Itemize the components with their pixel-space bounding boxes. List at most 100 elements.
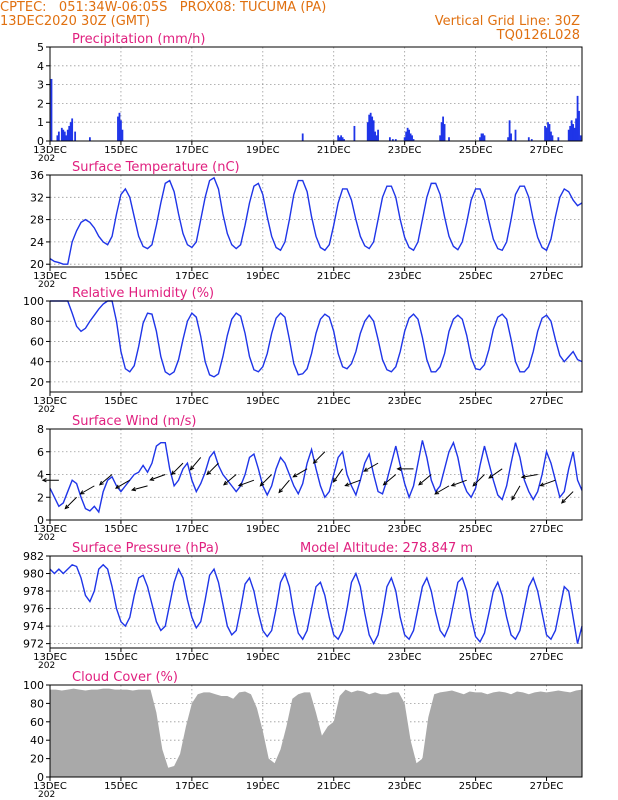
humidity-ytick-label-2: 60 bbox=[30, 335, 44, 348]
wind-arrow-12 bbox=[259, 474, 273, 487]
wind-arrow-16 bbox=[333, 468, 344, 483]
pressure-ytick-label-4: 980 bbox=[23, 568, 44, 581]
pressure-xsub-label: 202 bbox=[38, 661, 55, 671]
pressure-ytick-label-2: 976 bbox=[23, 603, 44, 616]
humidity-frame bbox=[49, 300, 583, 393]
precip-xtick-label-2: 17DEC bbox=[175, 145, 209, 156]
precip-bar-8 bbox=[68, 125, 71, 141]
wind-arrow-2 bbox=[80, 485, 95, 495]
precip-xtick-label-7: 27DEC bbox=[530, 145, 564, 156]
humidity-xtick-label-2: 17DEC bbox=[175, 396, 209, 407]
precip-bar-29 bbox=[374, 131, 377, 141]
temperature-xtick-label-7: 27DEC bbox=[530, 271, 564, 282]
precip-bar-69 bbox=[575, 118, 577, 141]
precip-bar-15 bbox=[120, 120, 122, 141]
precip-bar-9 bbox=[69, 122, 72, 141]
wind-xtick-label-2: 17DEC bbox=[175, 524, 209, 535]
wind-arrow-28 bbox=[540, 479, 556, 487]
precip-bar-61 bbox=[550, 131, 552, 141]
wind-ytick-label-0: 0 bbox=[37, 514, 44, 527]
wind-arrowhead-11 bbox=[237, 482, 243, 487]
temperature-ytick-label-1: 24 bbox=[30, 236, 44, 249]
pressure-xtick-label-6: 25DEC bbox=[459, 652, 493, 663]
cloud-xtick-label-6: 25DEC bbox=[459, 781, 493, 792]
wind-arrowhead-4 bbox=[114, 484, 120, 489]
humidity-xtick-label-0: 13DEC bbox=[33, 396, 67, 407]
cloud-xtick-label-4: 21DEC bbox=[317, 781, 351, 792]
temperature-ytick-label-3: 32 bbox=[30, 191, 44, 204]
wind-arrow-14 bbox=[293, 468, 308, 478]
precip-bar-14 bbox=[118, 112, 121, 141]
pressure-xtick-label-2: 17DEC bbox=[175, 652, 209, 663]
cloud-ytick-label-2: 40 bbox=[30, 734, 44, 747]
wind-ytick-label-1: 2 bbox=[37, 491, 44, 504]
precip-ytick-label-5: 5 bbox=[37, 41, 44, 54]
temperature-frame bbox=[49, 174, 583, 268]
wind-arrow-29 bbox=[561, 491, 574, 504]
precip-bar-23 bbox=[353, 125, 356, 141]
humidity-xtick-label-6: 25DEC bbox=[459, 396, 493, 407]
wind-arrowhead-29 bbox=[561, 498, 566, 504]
wind-arrowhead-21 bbox=[418, 480, 424, 486]
wind-arrow-3 bbox=[99, 474, 113, 486]
precip-bar-2 bbox=[57, 131, 60, 141]
precip-bar-55 bbox=[527, 137, 530, 141]
wind-arrow-25 bbox=[488, 468, 503, 479]
humidity-ytick-label-1: 40 bbox=[30, 356, 44, 369]
humidity-ytick-label-3: 80 bbox=[30, 315, 44, 328]
precip-bar-37 bbox=[406, 127, 409, 141]
wind-xtick-label-3: 19DEC bbox=[246, 524, 280, 535]
precip-ytick-label-3: 3 bbox=[37, 79, 44, 92]
precip-bar-44 bbox=[442, 116, 444, 141]
wind-arrow-9 bbox=[206, 462, 219, 475]
temperature-ytick-label-4: 36 bbox=[30, 169, 44, 182]
temperature-line bbox=[49, 176, 583, 265]
cloud-xtick-label-0: 13DEC bbox=[33, 781, 67, 792]
wind-arrowhead-13 bbox=[278, 488, 283, 494]
wind-xtick-label-4: 21DEC bbox=[317, 524, 351, 535]
wind-arrow-18 bbox=[363, 462, 379, 472]
temperature-ytick-label-2: 28 bbox=[30, 214, 44, 227]
wind-arrowhead-18 bbox=[363, 467, 369, 472]
wind-arrow-19 bbox=[383, 474, 397, 486]
precip-bar-42 bbox=[439, 135, 442, 141]
cloud-ytick-label-0: 0 bbox=[37, 771, 44, 784]
precip-bar-40 bbox=[411, 135, 413, 141]
pressure-ytick-label-5: 982 bbox=[23, 550, 44, 563]
precip-bar-27 bbox=[371, 116, 374, 141]
pressure-ytick-label-1: 974 bbox=[23, 620, 44, 633]
wind-xsub-label: 202 bbox=[38, 533, 55, 543]
wind-arrowhead-19 bbox=[382, 480, 388, 486]
header-grid-note: Vertical Grid Line: 30Z bbox=[434, 14, 580, 29]
temperature-xtick-label-3: 19DEC bbox=[246, 271, 280, 282]
wind-arrowhead-22 bbox=[434, 490, 440, 495]
precip-bar-59 bbox=[547, 122, 549, 141]
wind-arrowhead-24 bbox=[472, 481, 478, 487]
precip-bar-28 bbox=[372, 120, 375, 141]
precip-bar-21 bbox=[341, 137, 344, 141]
wind-arrowhead-8 bbox=[189, 465, 195, 471]
precip-bar-58 bbox=[545, 127, 548, 141]
cloud-xtick-label-7: 27DEC bbox=[530, 781, 564, 792]
precip-bar-60 bbox=[548, 124, 551, 141]
wind-arrowhead-17 bbox=[344, 482, 350, 487]
humidity-xtick-label-7: 27DEC bbox=[530, 396, 564, 407]
humidity-xtick-label-4: 21DEC bbox=[317, 396, 351, 407]
wind-arrowhead-26 bbox=[511, 495, 516, 501]
precip-bar-70 bbox=[576, 95, 579, 141]
precip-bar-56 bbox=[530, 139, 533, 141]
wind-frame bbox=[49, 428, 583, 521]
wind-arrowhead-27 bbox=[520, 474, 526, 479]
pressure-line bbox=[49, 563, 583, 646]
precip-bar-66 bbox=[570, 120, 573, 141]
precip-bar-13 bbox=[117, 116, 119, 141]
wind-arrow-7 bbox=[171, 462, 184, 475]
precip-bar-49 bbox=[482, 133, 484, 141]
wind-arrow-8 bbox=[190, 457, 202, 471]
temperature-xtick-label-2: 17DEC bbox=[175, 271, 209, 282]
pressure-xtick-label-4: 21DEC bbox=[317, 652, 351, 663]
precip-bar-67 bbox=[572, 124, 575, 141]
precip-bar-6 bbox=[65, 135, 68, 141]
precip-bar-17 bbox=[301, 133, 304, 141]
